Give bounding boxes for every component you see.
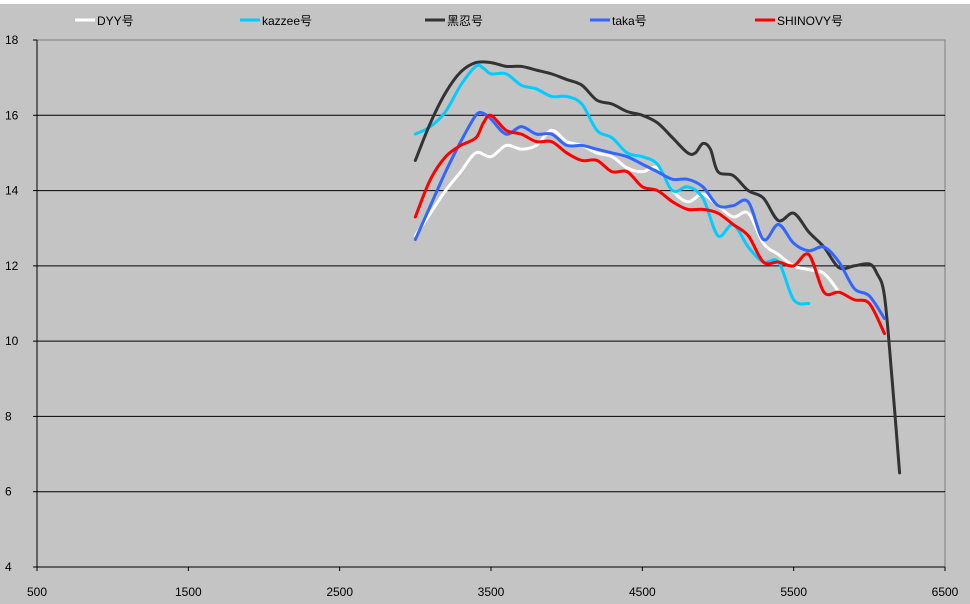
legend-label: kazzee号 (262, 14, 312, 28)
y-tick-label: 14 (5, 184, 19, 198)
line-chart: 4 6 8 10 12 14 16 18 500 1500 2500 3500 4500 5500 6500… (5, 14, 959, 599)
y-tick-label: 10 (5, 334, 19, 348)
legend-label: SHINOVY号 (777, 14, 843, 28)
x-tick-label: 6500 (932, 585, 959, 599)
y-tick-label: 12 (5, 259, 19, 273)
x-tick-label: 2500 (326, 585, 353, 599)
x-tick-label: 5500 (780, 585, 807, 599)
series-line-1 (413, 63, 811, 306)
series-line-4 (413, 113, 886, 336)
y-tick-label: 8 (5, 409, 12, 423)
y-tick-label: 6 (5, 485, 12, 499)
y-tick-label: 16 (5, 108, 19, 122)
legend-label: taka号 (612, 14, 647, 28)
chart-container: 4 6 8 10 12 14 16 18 500 1500 2500 3500 4500 5500 6500… (0, 4, 970, 604)
series-line-0 (413, 128, 841, 294)
plot-area (36, 39, 946, 568)
y-tick-label: 18 (5, 33, 19, 47)
x-tick-label: 4500 (629, 585, 656, 599)
legend-label: 黑忍号 (447, 14, 483, 28)
x-tick-label: 1500 (175, 585, 202, 599)
legend-label: DYY号 (97, 14, 134, 28)
y-tick-label: 4 (5, 560, 12, 574)
x-tick-label: 3500 (478, 585, 505, 599)
x-tick-label: 500 (27, 585, 47, 599)
series-line-3 (413, 110, 886, 321)
